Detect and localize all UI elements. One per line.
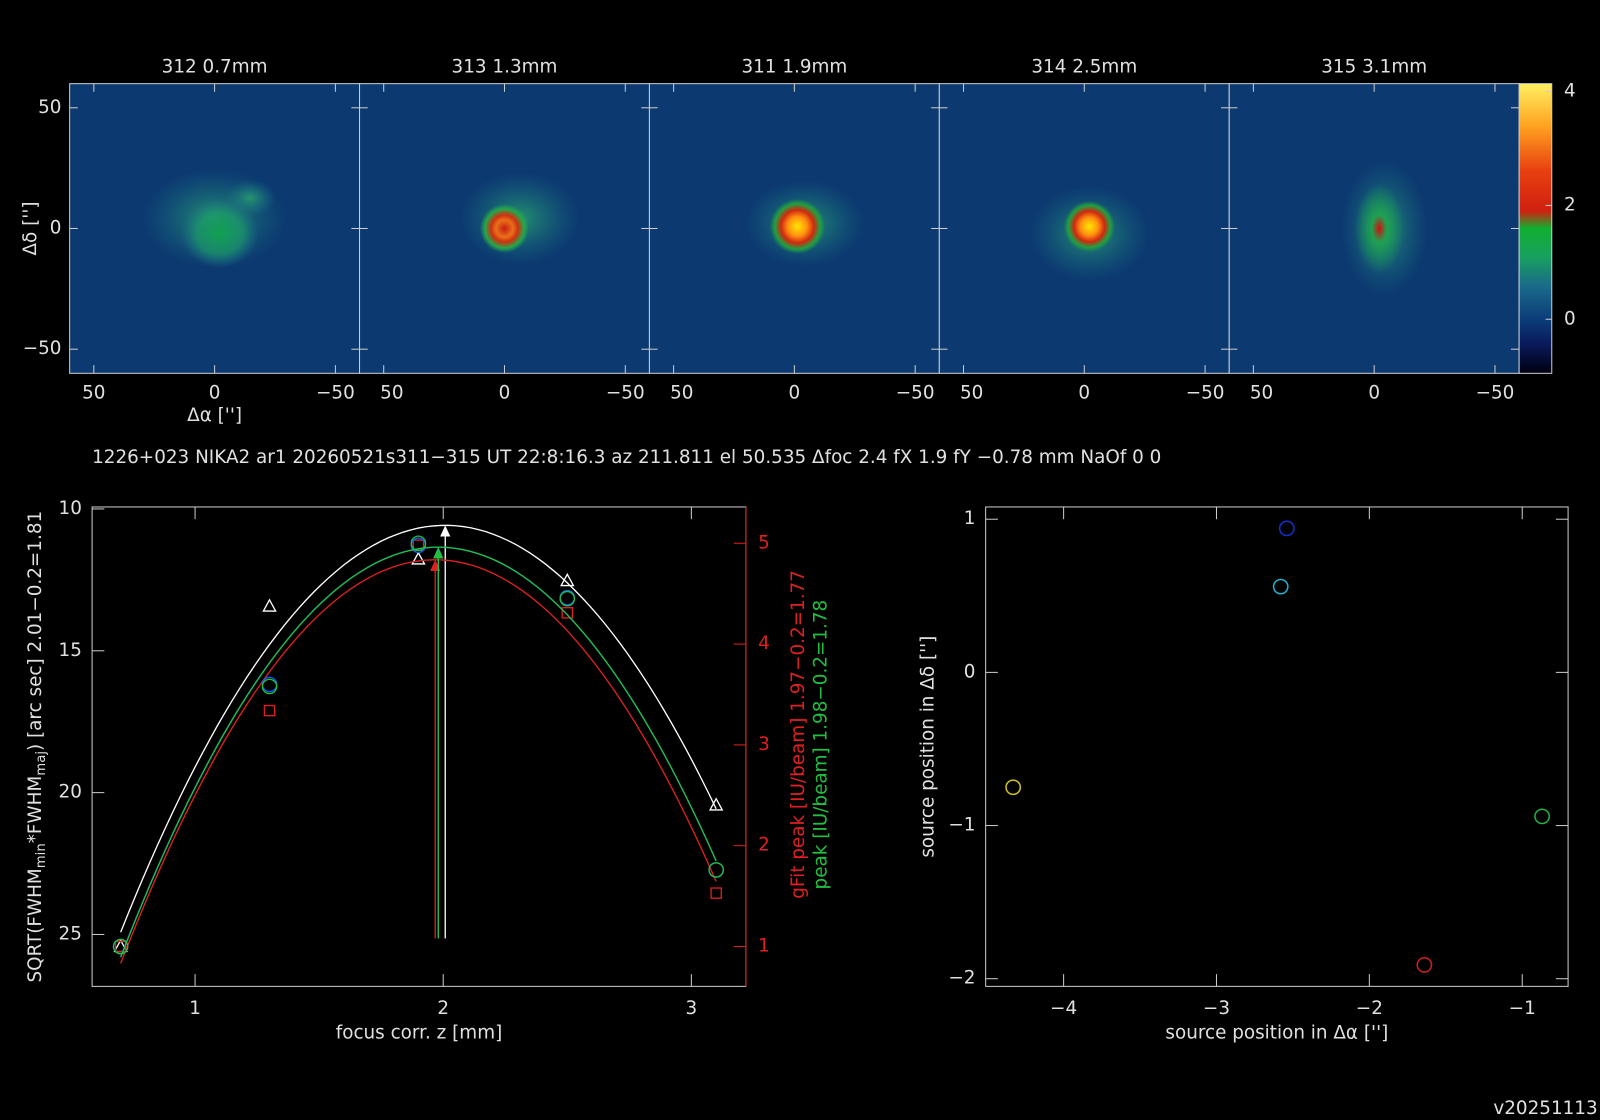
y2-tick-label: 1 xyxy=(758,936,770,957)
y-tick-label: −50 xyxy=(23,338,62,359)
y-tick-label: 1 xyxy=(964,508,976,529)
label-part: ) [arc sec] 2.01−0.2=1.81 xyxy=(25,511,46,751)
point xyxy=(559,589,576,606)
colorbar-tick-label: 2 xyxy=(1564,194,1576,215)
plot-frame xyxy=(985,506,1569,987)
x-axis-label: Δα [''] xyxy=(187,405,242,426)
y-axis-label: SQRT(FWHMmin*FWHMmaj) [arc sec] 2.01−0.2… xyxy=(25,511,49,983)
plot-frame xyxy=(91,506,747,987)
panel-title: 314 2.5mm xyxy=(1031,56,1137,77)
x-tick-label: −2 xyxy=(1356,998,1383,1019)
x-tick-label: −1 xyxy=(1509,998,1536,1019)
y2-tick-label: 5 xyxy=(758,532,770,553)
y-tick-label: 20 xyxy=(59,782,82,803)
colorbar xyxy=(1518,83,1553,374)
point xyxy=(112,938,129,955)
y-tick-label: 10 xyxy=(59,498,82,519)
y2-axis-label: peak [IU/beam] 1.98−0.2=1.78 xyxy=(810,600,831,890)
source-emission xyxy=(1063,200,1115,252)
point xyxy=(1272,578,1289,595)
point xyxy=(410,535,427,552)
panel-title: 312 0.7mm xyxy=(162,56,268,77)
y-tick-label: 50 xyxy=(38,97,61,118)
point xyxy=(710,887,722,899)
y-tick-label: 15 xyxy=(59,640,82,661)
point xyxy=(561,607,574,619)
x-tick-label: 0 xyxy=(1078,383,1090,404)
source-emission xyxy=(180,198,259,269)
y2-tick-label: 2 xyxy=(758,835,770,856)
x-tick-label: −50 xyxy=(316,383,355,404)
y2-axis-label: gFit peak [IU/beam] 1.97−0.2=1.77 xyxy=(788,570,809,899)
x-tick-label: 0 xyxy=(499,383,511,404)
x-tick-label: 50 xyxy=(960,383,983,404)
panel-title: 313 1.3mm xyxy=(452,56,558,77)
focus-arrow xyxy=(433,547,444,559)
point xyxy=(262,598,277,612)
x-axis-label: source position in Δα [''] xyxy=(1165,1022,1388,1043)
point xyxy=(560,572,575,587)
fit-curve xyxy=(120,524,717,933)
x-tick-label: 50 xyxy=(670,383,693,404)
point xyxy=(263,704,276,717)
x-tick-label: 1 xyxy=(189,998,201,1019)
x-tick-label: −50 xyxy=(896,383,935,404)
point xyxy=(261,678,278,695)
y-axis-label: source position in Δδ [''] xyxy=(918,636,939,858)
y-tick-label: 25 xyxy=(59,923,82,944)
y2-tick-label: 4 xyxy=(758,633,770,654)
colorbar-tick-label: 4 xyxy=(1564,81,1576,102)
x-tick-label: −50 xyxy=(1476,383,1515,404)
x-axis-label: focus corr. z [mm] xyxy=(336,1022,502,1043)
x-tick-label: 3 xyxy=(686,998,698,1019)
y-axis-label: Δδ [''] xyxy=(20,201,41,255)
header: 1226+023 NIKA2 ar1 20260521s311−315 UT 2… xyxy=(92,447,1161,468)
panel-title: 311 1.9mm xyxy=(741,56,847,77)
x-tick-label: 50 xyxy=(380,383,403,404)
colorbar-tick-label: 0 xyxy=(1564,308,1576,329)
point xyxy=(1278,520,1295,537)
label-part: *FWHM xyxy=(25,776,46,844)
fit-curve xyxy=(120,546,717,958)
point xyxy=(114,940,127,953)
y2-tick-label: 3 xyxy=(758,734,770,755)
y-tick-label: 0 xyxy=(50,217,62,238)
x-tick-label: 50 xyxy=(82,383,105,404)
panel-title: 315 3.1mm xyxy=(1321,56,1427,77)
y-tick-label: −1 xyxy=(948,815,975,836)
fit-curve xyxy=(120,546,717,958)
point xyxy=(1416,957,1433,973)
focus-arrow xyxy=(440,525,451,537)
source-emission xyxy=(1354,183,1404,274)
label-part: SQRT(FWHM xyxy=(25,868,46,982)
point xyxy=(411,551,426,565)
label-sub: min xyxy=(34,843,49,868)
label-sub: maj xyxy=(34,751,49,776)
x-tick-label: 50 xyxy=(1250,383,1273,404)
x-tick-label: −50 xyxy=(1186,383,1225,404)
point xyxy=(1005,779,1022,796)
x-tick-label: −50 xyxy=(606,383,645,404)
x-tick-label: 2 xyxy=(437,998,449,1019)
version: v20251113 xyxy=(1493,1098,1597,1119)
source-emission xyxy=(480,204,529,253)
x-tick-label: 0 xyxy=(1368,383,1380,404)
source-emission xyxy=(769,198,825,254)
point xyxy=(708,797,724,811)
source-emission xyxy=(224,179,276,217)
x-tick-label: −4 xyxy=(1050,998,1077,1019)
point xyxy=(1534,808,1551,825)
x-tick-label: 0 xyxy=(789,383,801,404)
point xyxy=(708,862,724,878)
y-tick-label: 0 xyxy=(964,661,976,682)
fit-curve xyxy=(120,559,717,964)
x-tick-label: −3 xyxy=(1203,998,1230,1019)
y-tick-label: −2 xyxy=(948,968,975,989)
point xyxy=(559,590,576,607)
x-tick-label: 0 xyxy=(209,383,221,404)
